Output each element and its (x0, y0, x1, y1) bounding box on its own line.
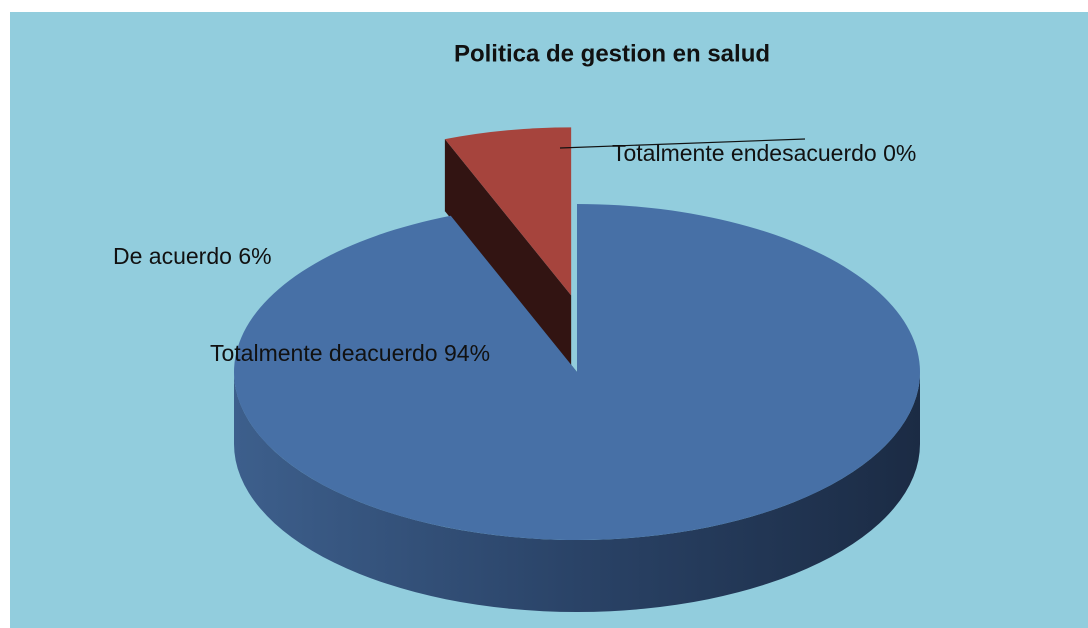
category-label: De acuerdo (113, 243, 232, 269)
labels: Totalmente deacuerdo 94% De acuerdo 6% Tot… (113, 138, 916, 366)
pie-slice (444, 127, 572, 296)
leader-line (559, 138, 806, 149)
data-label: Totalmente deacuerdo 94% (210, 340, 490, 366)
pie-cut-face (444, 139, 572, 368)
pie (233, 127, 921, 612)
value-label: 6% (238, 243, 271, 269)
value-label: 94% (444, 340, 490, 366)
data-label: De acuerdo 6% (113, 243, 272, 269)
pie-slice (233, 204, 921, 541)
category-label: Totalmente endesacuerdo (612, 140, 877, 166)
pie-side (234, 372, 920, 612)
value-label: 0% (883, 140, 916, 166)
chart-title: Politica de gestion en salud (454, 40, 770, 67)
category-label: Totalmente deacuerdo (210, 340, 438, 366)
